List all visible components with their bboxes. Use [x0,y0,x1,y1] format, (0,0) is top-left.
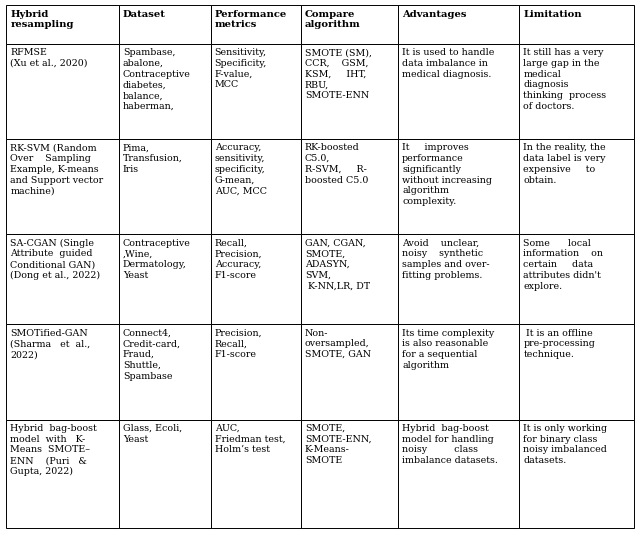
Bar [211,5,301,44]
Bar [398,44,520,139]
Bar [6,235,119,325]
Text: RFMSE
(Xu et al., 2020): RFMSE (Xu et al., 2020) [10,48,88,68]
Bar [211,139,301,235]
Bar [119,235,211,325]
Bar [301,235,398,325]
Text: Pima,
Transfusion,
Iris: Pima, Transfusion, Iris [123,143,183,174]
Text: Hybrid
resampling: Hybrid resampling [10,10,74,29]
Text: Performance
metrics: Performance metrics [214,10,287,29]
Bar [6,325,119,419]
Text: It is only working
for binary class
noisy imbalanced
datasets.: It is only working for binary class nois… [524,424,607,465]
Bar [301,44,398,139]
Text: Advantages: Advantages [402,10,467,19]
Text: Some      local
information    on
certain     data
attributes didn't
explore.: Some local information on certain data a… [524,239,604,290]
Bar [119,419,211,528]
Text: Accuracy,
sensitivity,
specificity,
G-mean,
AUC, MCC: Accuracy, sensitivity, specificity, G-me… [214,143,267,196]
Text: Sensitivity,
Specificity,
F-value,
MCC: Sensitivity, Specificity, F-value, MCC [214,48,267,90]
Text: SA-CGAN (Single
Attribute  guided
Conditional GAN)
(Dong et al., 2022): SA-CGAN (Single Attribute guided Conditi… [10,239,100,280]
Bar [398,325,520,419]
Bar [6,44,119,139]
Text: SMOTE (SM),
CCR,    GSM,
KSM,     IHT,
RBU,
SMOTE-ENN: SMOTE (SM), CCR, GSM, KSM, IHT, RBU, SMO… [305,48,372,100]
Text: It still has a very
large gap in the
medical
diagnosis
thinking  process
of doct: It still has a very large gap in the med… [524,48,607,111]
Text: Contraceptive
,Wine,
Dermatology,
Yeast: Contraceptive ,Wine, Dermatology, Yeast [123,239,191,280]
Text: Connect4,
Credit-card,
Fraud,
Shuttle,
Spambase: Connect4, Credit-card, Fraud, Shuttle, S… [123,329,181,381]
Bar [119,139,211,235]
Bar [398,139,520,235]
Text: SMOTE,
SMOTE-ENN,
K-Means-
SMOTE: SMOTE, SMOTE-ENN, K-Means- SMOTE [305,424,371,465]
Bar [119,44,211,139]
Text: Spambase,
abalone,
Contraceptive
diabetes,
balance,
haberman,: Spambase, abalone, Contraceptive diabete… [123,48,191,111]
Bar [520,5,634,44]
Text: Recall,
Precision,
Accuracy,
F1-score: Recall, Precision, Accuracy, F1-score [214,239,262,280]
Bar [520,419,634,528]
Bar [211,419,301,528]
Bar [301,325,398,419]
Bar [301,139,398,235]
Bar [211,235,301,325]
Bar [6,419,119,528]
Text: AUC,
Friedman test,
Holm’s test: AUC, Friedman test, Holm’s test [214,424,285,454]
Text: GAN, CGAN,
SMOTE,
ADASYN,
SVM,
 K-NN,LR, DT: GAN, CGAN, SMOTE, ADASYN, SVM, K-NN,LR, … [305,239,370,290]
Text: It is used to handle
data imbalance in
medical diagnosis.: It is used to handle data imbalance in m… [402,48,495,79]
Bar [119,325,211,419]
Text: Hybrid  bag-boost
model  with   K-
Means  SMOTE–
ENN    (Puri   &
Gupta, 2022): Hybrid bag-boost model with K- Means SMO… [10,424,97,476]
Text: Glass, Ecoli,
Yeast: Glass, Ecoli, Yeast [123,424,182,443]
Bar [301,419,398,528]
Text: RK-boosted
C5.0,
R-SVM,     R-
boosted C5.0: RK-boosted C5.0, R-SVM, R- boosted C5.0 [305,143,368,184]
Text: In the reality, the
data label is very
expensive     to
obtain.: In the reality, the data label is very e… [524,143,606,184]
Text: It is an offline
pre-processing
technique.: It is an offline pre-processing techniqu… [524,329,595,359]
Text: Limitation: Limitation [524,10,582,19]
Bar [520,325,634,419]
Text: SMOTified-GAN
(Sharma   et  al.,
2022): SMOTified-GAN (Sharma et al., 2022) [10,329,90,359]
Text: It     improves
performance
significantly
without increasing
algorithm
complexit: It improves performance significantly wi… [402,143,492,206]
Bar [398,5,520,44]
Text: Dataset: Dataset [123,10,166,19]
Bar [6,5,119,44]
Bar [211,325,301,419]
Bar [520,139,634,235]
Text: Hybrid  bag-boost
model for handling
noisy         class
imbalance datasets.: Hybrid bag-boost model for handling nois… [402,424,498,465]
Bar [520,44,634,139]
Bar [398,419,520,528]
Bar [301,5,398,44]
Text: Non-
oversampled,
SMOTE, GAN: Non- oversampled, SMOTE, GAN [305,329,371,359]
Text: Its time complexity
is also reasonable
for a sequential
algorithm: Its time complexity is also reasonable f… [402,329,494,370]
Text: Avoid    unclear,
noisy    synthetic
samples and over-
fitting problems.: Avoid unclear, noisy synthetic samples a… [402,239,490,280]
Bar [398,235,520,325]
Bar [119,5,211,44]
Bar [211,44,301,139]
Text: Precision,
Recall,
F1-score: Precision, Recall, F1-score [214,329,262,359]
Bar [520,235,634,325]
Text: Compare
algorithm: Compare algorithm [305,10,360,29]
Bar [6,139,119,235]
Text: RK-SVM (Random
Over    Sampling
Example, K-means
and Support vector
machine): RK-SVM (Random Over Sampling Example, K-… [10,143,104,196]
